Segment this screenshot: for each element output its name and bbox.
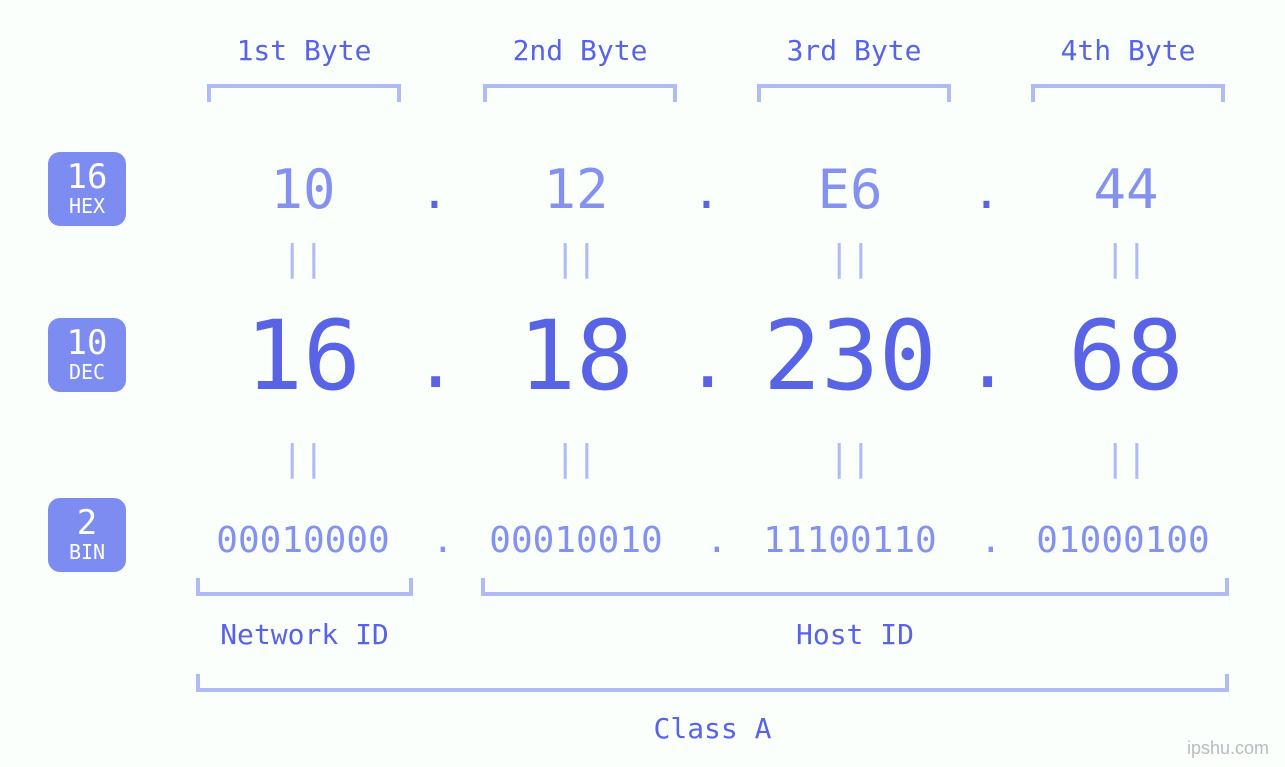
hex-byte-2: 12 — [476, 158, 676, 221]
byte-header-4: 4th Byte — [1031, 34, 1225, 67]
bracket-byte-3 — [757, 84, 951, 102]
equals-2-4: || — [1026, 438, 1226, 479]
bin-byte-4: 01000100 — [1010, 520, 1236, 561]
badge-bin-label: BIN — [48, 542, 126, 562]
equals-1-2: || — [476, 238, 676, 279]
equals-1-4: || — [1026, 238, 1226, 279]
dec-byte-1: 16 — [203, 308, 403, 404]
bracket-byte-1 — [207, 84, 401, 102]
dec-byte-3: 230 — [750, 308, 950, 404]
badge-dec: 10 DEC — [48, 318, 126, 392]
bin-byte-1: 00010000 — [190, 520, 416, 561]
dec-byte-4: 68 — [1026, 308, 1226, 404]
hex-byte-1: 10 — [203, 158, 403, 221]
bin-byte-2: 00010010 — [463, 520, 689, 561]
watermark: ipshu.com — [1187, 738, 1269, 759]
bracket-byte-2 — [483, 84, 677, 102]
label-network-id: Network ID — [196, 618, 413, 651]
badge-bin: 2 BIN — [48, 498, 126, 572]
badge-hex: 16 HEX — [48, 152, 126, 226]
equals-2-2: || — [476, 438, 676, 479]
label-class: Class A — [196, 712, 1229, 745]
dec-dot-3: . — [966, 320, 1009, 404]
byte-header-2: 2nd Byte — [483, 34, 677, 67]
bracket-network-id — [196, 578, 413, 596]
dec-dot-2: . — [686, 320, 729, 404]
bin-byte-3: 11100110 — [737, 520, 963, 561]
bin-dot-2: . — [706, 520, 728, 561]
bin-dot-3: . — [980, 520, 1002, 561]
bin-dot-1: . — [432, 520, 454, 561]
byte-header-1: 1st Byte — [207, 34, 401, 67]
label-host-id: Host ID — [481, 618, 1229, 651]
equals-2-3: || — [750, 438, 950, 479]
dec-dot-1: . — [414, 320, 457, 404]
hex-byte-4: 44 — [1026, 158, 1226, 221]
bracket-class — [196, 674, 1229, 692]
bracket-host-id — [481, 578, 1229, 596]
badge-dec-num: 10 — [48, 326, 126, 360]
hex-dot-1: . — [420, 164, 449, 220]
equals-1-1: || — [203, 238, 403, 279]
badge-hex-num: 16 — [48, 160, 126, 194]
badge-hex-label: HEX — [48, 196, 126, 216]
hex-dot-2: . — [692, 164, 721, 220]
hex-byte-3: E6 — [750, 158, 950, 221]
dec-byte-2: 18 — [476, 308, 676, 404]
badge-dec-label: DEC — [48, 362, 126, 382]
byte-header-3: 3rd Byte — [757, 34, 951, 67]
equals-1-3: || — [750, 238, 950, 279]
equals-2-1: || — [203, 438, 403, 479]
bracket-byte-4 — [1031, 84, 1225, 102]
hex-dot-3: . — [972, 164, 1001, 220]
badge-bin-num: 2 — [48, 506, 126, 540]
